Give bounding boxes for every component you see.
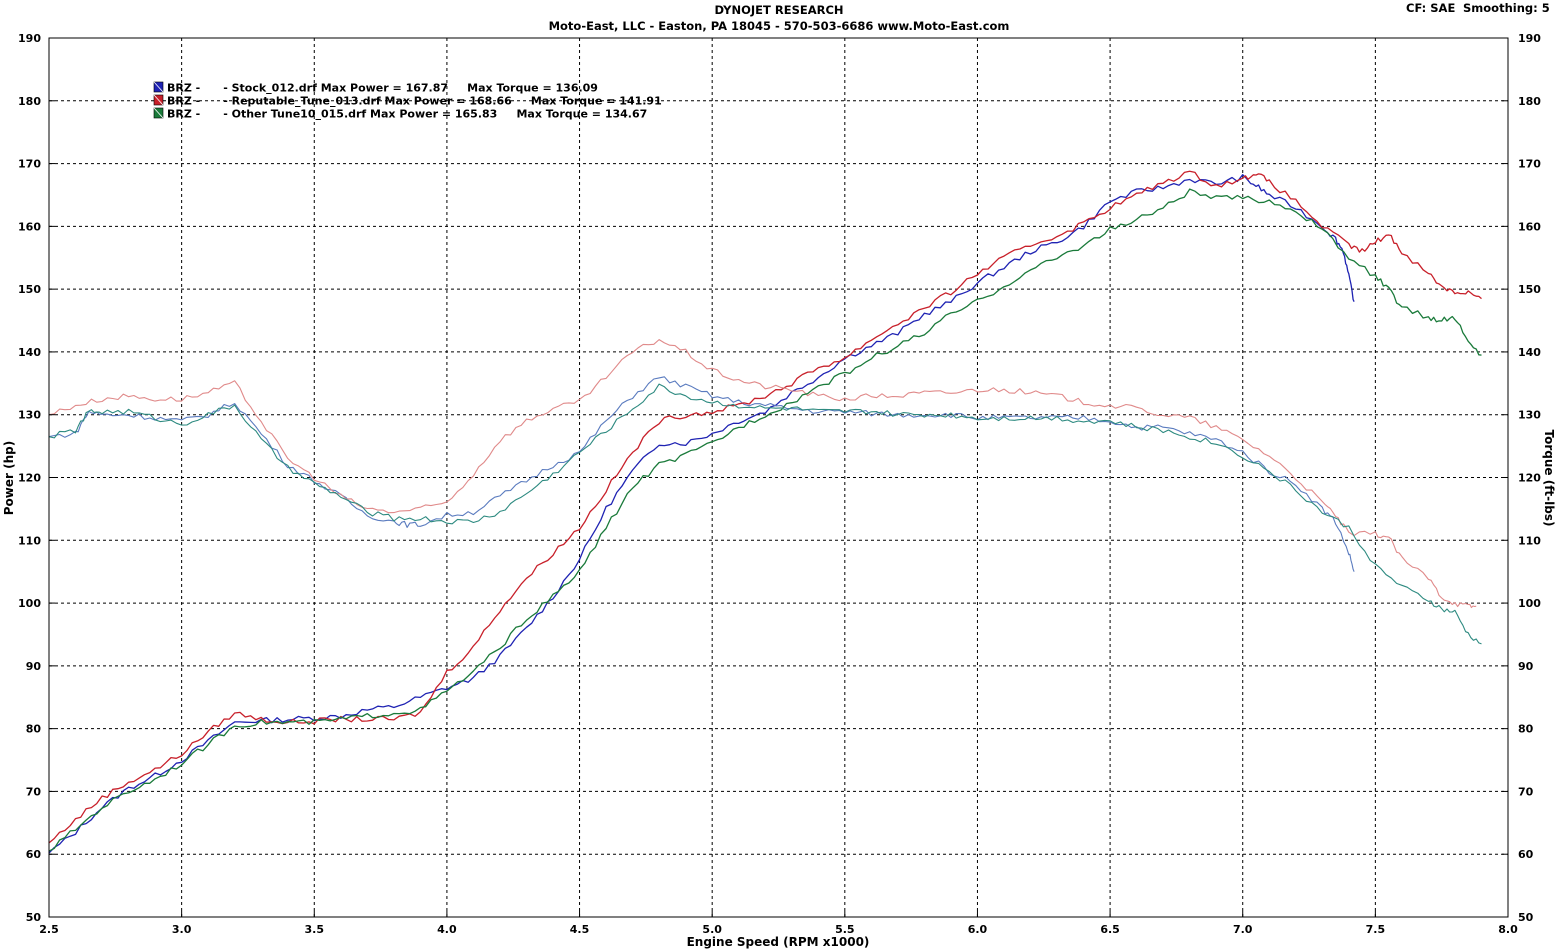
legend-swatch-sheen — [153, 107, 164, 119]
x-tick-label: 3.0 — [172, 923, 192, 936]
header-smoothing-label: Smoothing: 5 — [1463, 1, 1550, 15]
x-tick-label: 2.5 — [39, 923, 59, 936]
y-tick-label-left: 90 — [26, 660, 42, 673]
x-tick-label: 7.5 — [1366, 923, 1386, 936]
y-tick-label-right: 140 — [1518, 346, 1541, 359]
y-tick-label-right: 110 — [1518, 534, 1541, 547]
y-tick-label-left: 150 — [18, 283, 41, 296]
y-tick-label-right: 190 — [1518, 32, 1541, 45]
y-tick-label-left: 170 — [18, 158, 41, 171]
x-tick-label: 6.0 — [968, 923, 988, 936]
y-tick-label-right: 100 — [1518, 597, 1541, 610]
series-line-other_power — [48, 188, 1482, 852]
y-tick-label-right: 50 — [1518, 911, 1534, 924]
y-tick-label-left: 120 — [18, 472, 41, 485]
series-line-stock_torque — [48, 376, 1355, 572]
y-tick-label-right: 130 — [1518, 409, 1541, 422]
series-line-reputable_torque — [48, 339, 1477, 609]
x-tick-label: 7.0 — [1233, 923, 1253, 936]
y-tick-label-left: 50 — [26, 911, 42, 924]
y-tick-label-right: 70 — [1518, 785, 1534, 798]
y-axis-label-left: Power (hp) — [2, 441, 16, 515]
x-tick-label: 4.0 — [437, 923, 457, 936]
y-tick-label-right: 170 — [1518, 158, 1541, 171]
y-tick-label-left: 160 — [18, 220, 41, 233]
y-tick-label-left: 80 — [26, 723, 42, 736]
y-tick-label-right: 180 — [1518, 95, 1541, 108]
legend-swatch-sheen — [153, 81, 164, 93]
legend-entry: BRZ - - Other Tune10_015.drf Max Power =… — [167, 108, 647, 121]
y-tick-label-left: 110 — [18, 534, 41, 547]
legend-entry: BRZ - - Reputable_Tune_013.drf Max Power… — [167, 95, 662, 108]
header-cf-label: CF: SAE — [1406, 1, 1456, 15]
series-line-other_torque — [48, 383, 1482, 645]
y-tick-label-left: 130 — [18, 409, 41, 422]
x-tick-label: 4.5 — [570, 923, 590, 936]
series-lines — [48, 170, 1482, 854]
y-tick-label-left: 190 — [18, 32, 41, 45]
series-line-stock_power — [48, 174, 1355, 854]
y-tick-label-right: 90 — [1518, 660, 1534, 673]
chart-subtitle: Moto-East, LLC - Easton, PA 18045 - 570-… — [548, 19, 1010, 33]
y-tick-label-right: 80 — [1518, 723, 1534, 736]
y-tick-label-left: 70 — [26, 785, 42, 798]
y-axis-label-right: Torque (ft-lbs) — [1542, 430, 1556, 527]
series-line-reputable_power — [48, 170, 1482, 844]
y-tick-label-right: 60 — [1518, 848, 1534, 861]
grid-lines — [49, 38, 1508, 917]
legend-entry: BRZ - - Stock_012.drf Max Power = 167.87… — [167, 82, 598, 95]
x-tick-label: 8.0 — [1498, 923, 1518, 936]
chart-title: DYNOJET RESEARCH — [714, 3, 844, 17]
x-tick-label: 3.5 — [305, 923, 325, 936]
legend: BRZ - - Stock_012.drf Max Power = 167.87… — [153, 81, 662, 121]
x-tick-label: 5.5 — [835, 923, 855, 936]
axis-ticks: 2.5 3.0 3.5 4.0 4.5 5.0 5.5 6.0 6.5 7.0 7.5 8.050 50… — [18, 32, 1541, 936]
y-tick-label-right: 160 — [1518, 220, 1541, 233]
y-tick-label-left: 140 — [18, 346, 41, 359]
y-tick-label-right: 120 — [1518, 472, 1541, 485]
x-tick-label: 6.5 — [1100, 923, 1120, 936]
x-axis-label: Engine Speed (RPM x1000) — [687, 935, 870, 949]
y-tick-label-left: 60 — [26, 848, 42, 861]
y-tick-label-left: 100 — [18, 597, 41, 610]
legend-swatch-sheen — [153, 94, 164, 106]
y-tick-label-left: 180 — [18, 95, 41, 108]
x-tick-label: 5.0 — [702, 923, 722, 936]
y-tick-label-right: 150 — [1518, 283, 1541, 296]
